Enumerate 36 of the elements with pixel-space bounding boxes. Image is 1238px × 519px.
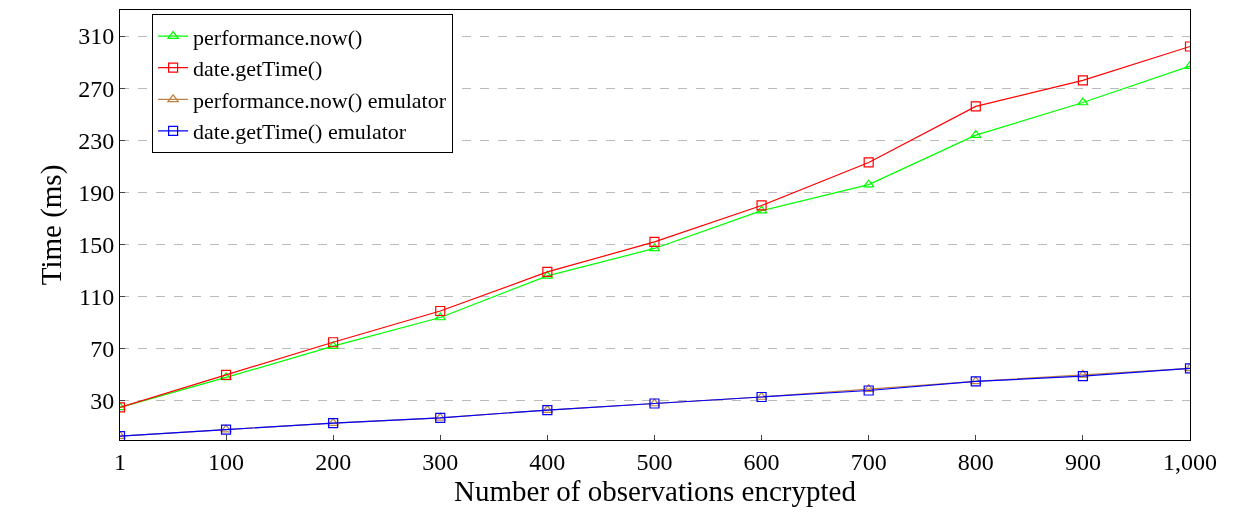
point: [649, 236, 660, 248]
y-tick-label: 310: [78, 23, 115, 50]
point: [435, 305, 446, 317]
x-tick-label: 200: [315, 448, 352, 475]
y-tick-label: 30: [90, 388, 115, 415]
x-tick-label: 100: [208, 448, 245, 475]
y-tick-label: 190: [78, 179, 115, 206]
x-tick-label: 500: [636, 448, 673, 475]
point: [1077, 97, 1089, 106]
point: [1077, 371, 1088, 382]
x-tick-label: 1: [114, 448, 126, 475]
y-tick-label: 150: [78, 231, 115, 258]
point: [970, 101, 981, 112]
x-axis-title: Number of observations encrypted: [454, 474, 857, 507]
legend-label: date.getTime(): [193, 56, 323, 82]
point: [863, 157, 874, 168]
y-tick-label: 70: [90, 336, 115, 363]
point: [1077, 75, 1088, 86]
x-tick-label: 300: [422, 448, 459, 475]
x-tick-label: 1,000: [1163, 448, 1217, 475]
legend-label: performance.now(): [193, 24, 363, 50]
point: [327, 341, 339, 350]
y-tick-label: 110: [79, 284, 115, 311]
x-tick-label: 800: [957, 448, 994, 475]
legend-label: date.getTime() emulator: [193, 119, 407, 145]
x-tick-label: 400: [529, 448, 566, 475]
legend-label: performance.now() emulator: [193, 87, 447, 113]
y-tick-label: 270: [78, 75, 115, 102]
y-axis-title: Time (ms): [34, 164, 68, 286]
point: [756, 200, 767, 211]
x-tick-label: 900: [1064, 448, 1101, 475]
x-tick-label: 700: [850, 448, 887, 475]
point: [1077, 369, 1089, 378]
y-tick-label: 230: [78, 127, 115, 154]
x-tick-label: 600: [743, 448, 780, 475]
point: [542, 266, 553, 278]
